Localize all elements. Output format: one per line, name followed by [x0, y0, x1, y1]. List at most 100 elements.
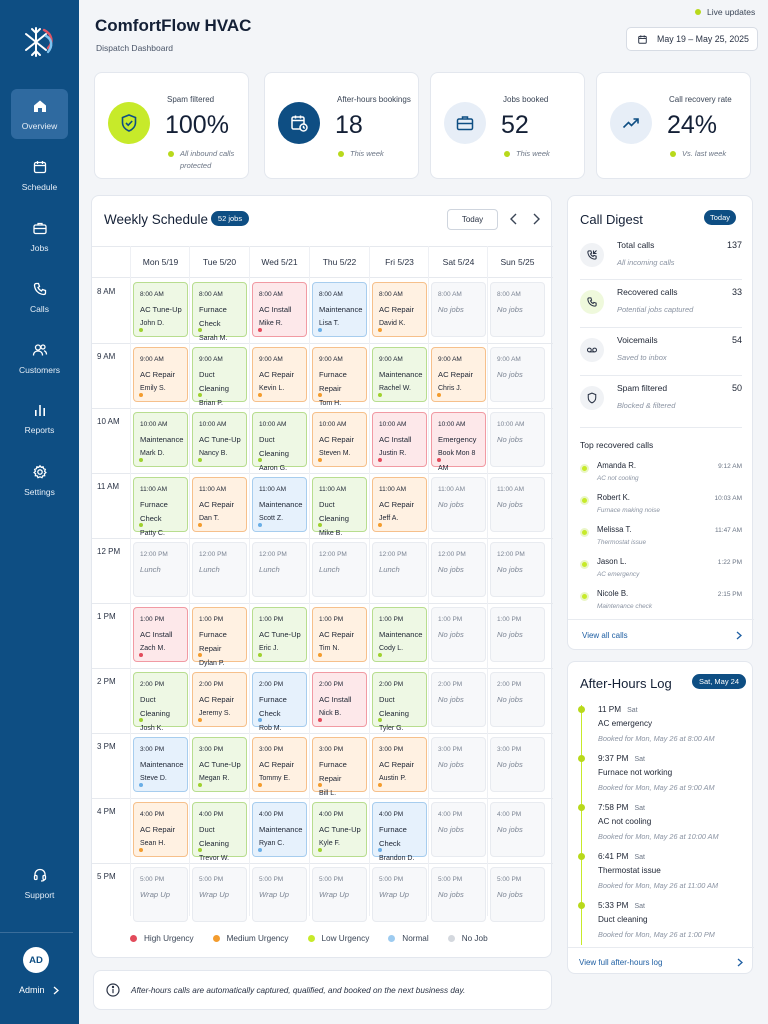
- avatar[interactable]: AD: [23, 947, 49, 973]
- next-week-icon[interactable]: [530, 212, 542, 226]
- job-slot[interactable]: 9:00 AM Duct Cleaning Brian P.: [192, 347, 247, 407]
- empty-slot[interactable]: 5:00 PM No jobs: [490, 867, 545, 922]
- user-menu[interactable]: Admin: [19, 985, 59, 995]
- nav-calls[interactable]: Calls: [11, 272, 68, 322]
- job-slot[interactable]: 1:00 PM AC Tune-Up Eric J.: [252, 607, 307, 662]
- urgency-dot: [258, 523, 262, 527]
- job-slot[interactable]: 11:00 AM AC Repair Jeff A.: [372, 477, 427, 532]
- job-slot[interactable]: 4:00 PM Duct Cleaning Trevor W.: [192, 802, 247, 862]
- empty-slot[interactable]: 5:00 PM Wrap Up: [252, 867, 307, 922]
- job-slot[interactable]: 4:00 PM Maintenance Ryan C.: [252, 802, 307, 857]
- empty-slot[interactable]: 10:00 AM No jobs: [490, 412, 545, 467]
- empty-slot[interactable]: 5:00 PM No jobs: [431, 867, 486, 922]
- nav-support[interactable]: Support: [11, 858, 68, 908]
- job-slot[interactable]: 11:00 AM Maintenance Scott Z.: [252, 477, 307, 532]
- empty-slot[interactable]: 1:00 PM No jobs: [431, 607, 486, 662]
- job-slot[interactable]: 1:00 PM Maintenance Cody L.: [372, 607, 427, 662]
- empty-slot[interactable]: 12:00 PM Lunch: [192, 542, 247, 597]
- nav-settings[interactable]: Settings: [11, 455, 68, 505]
- empty-slot[interactable]: 2:00 PM No jobs: [490, 672, 545, 727]
- job-slot[interactable]: 1:00 PM Furnace Repair Dylan P.: [192, 607, 247, 667]
- job-slot[interactable]: 4:00 PM AC Tune-Up Kyle F.: [312, 802, 367, 857]
- job-slot[interactable]: 11:00 AM Duct Cleaning Mike B.: [312, 477, 367, 537]
- job-slot[interactable]: 9:00 AM Maintenance Rachel W.: [372, 347, 427, 402]
- job-slot[interactable]: 8:00 AM AC Tune-Up John D.: [133, 282, 188, 337]
- empty-slot[interactable]: 12:00 PM Lunch: [252, 542, 307, 597]
- recovered-call-item[interactable]: Melissa T. Thermostat issue 11:47 AM: [580, 525, 742, 555]
- empty-slot[interactable]: 3:00 PM No jobs: [431, 737, 486, 792]
- nav-schedule[interactable]: Schedule: [11, 150, 68, 200]
- job-slot[interactable]: 2:00 PM Furnace Check Rob M.: [252, 672, 307, 732]
- job-slot[interactable]: 9:00 AM AC Repair Chris J.: [431, 347, 486, 402]
- job-slot[interactable]: 8:00 AM Maintenance Lisa T.: [312, 282, 367, 337]
- job-slot[interactable]: 8:00 AM AC Install Mike R.: [252, 282, 307, 337]
- nav-reports[interactable]: Reports: [11, 393, 68, 443]
- job-slot[interactable]: 2:00 PM Duct Cleaning Josh K.: [133, 672, 188, 732]
- job-slot[interactable]: 3:00 PM AC Repair Austin P.: [372, 737, 427, 792]
- job-slot[interactable]: 9:00 AM AC Repair Emily S.: [133, 347, 188, 402]
- empty-slot[interactable]: 4:00 PM No jobs: [431, 802, 486, 857]
- empty-slot[interactable]: 4:00 PM No jobs: [490, 802, 545, 857]
- job-slot[interactable]: 3:00 PM AC Tune-Up Megan R.: [192, 737, 247, 792]
- job-slot[interactable]: 8:00 AM Furnace Check Sarah M.: [192, 282, 247, 342]
- job-slot[interactable]: 10:00 AM AC Tune-Up Nancy B.: [192, 412, 247, 467]
- empty-slot[interactable]: 12:00 PM No jobs: [431, 542, 486, 597]
- job-slot[interactable]: 10:00 AM Duct Cleaning Aaron G.: [252, 412, 307, 472]
- empty-slot[interactable]: 1:00 PM No jobs: [490, 607, 545, 662]
- empty-slot[interactable]: 5:00 PM Wrap Up: [133, 867, 188, 922]
- empty-slot[interactable]: 8:00 AM No jobs: [431, 282, 486, 337]
- view-all-calls-link[interactable]: View all calls: [582, 631, 742, 640]
- empty-slot[interactable]: 8:00 AM No jobs: [490, 282, 545, 337]
- stat-label: Spam filtered: [167, 95, 215, 104]
- job-slot[interactable]: 11:00 AM Furnace Check Patty C.: [133, 477, 188, 537]
- empty-slot[interactable]: 11:00 AM No jobs: [431, 477, 486, 532]
- job-slot[interactable]: 3:00 PM Furnace Repair Bill L.: [312, 737, 367, 797]
- job-slot[interactable]: 4:00 PM AC Repair Sean H.: [133, 802, 188, 857]
- job-slot[interactable]: 2:00 PM AC Install Nick B.: [312, 672, 367, 727]
- slot-service: No jobs: [438, 824, 464, 834]
- empty-slot[interactable]: 12:00 PM No jobs: [490, 542, 545, 597]
- nav-customers[interactable]: Customers: [11, 333, 68, 383]
- digest-row[interactable]: Total calls All incoming calls 137: [580, 240, 742, 284]
- empty-slot[interactable]: 2:00 PM No jobs: [431, 672, 486, 727]
- job-slot[interactable]: 9:00 AM AC Repair Kevin L.: [252, 347, 307, 402]
- empty-slot[interactable]: 12:00 PM Lunch: [133, 542, 188, 597]
- prev-week-icon[interactable]: [508, 212, 520, 226]
- digest-row[interactable]: Recovered calls Potential jobs captured 3…: [580, 287, 742, 331]
- date-range-picker[interactable]: May 19 – May 25, 2025: [626, 27, 758, 51]
- empty-slot[interactable]: 12:00 PM Lunch: [312, 542, 367, 597]
- today-button[interactable]: Today: [447, 209, 498, 230]
- job-slot[interactable]: 10:00 AM AC Repair Steven M.: [312, 412, 367, 467]
- digest-row[interactable]: Spam filtered Blocked & filtered 50: [580, 383, 742, 427]
- empty-slot[interactable]: 12:00 PM Lunch: [372, 542, 427, 597]
- digest-row[interactable]: Voicemails Saved to inbox 54: [580, 335, 742, 379]
- nav-overview[interactable]: Overview: [11, 89, 68, 139]
- job-slot[interactable]: 10:00 AM AC Install Justin R.: [372, 412, 427, 467]
- job-slot[interactable]: 3:00 PM Maintenance Steve D.: [133, 737, 188, 792]
- job-slot[interactable]: 1:00 PM AC Install Zach M.: [133, 607, 188, 662]
- recovered-call-item[interactable]: Jason L. AC emergency 1:22 PM: [580, 557, 742, 587]
- event-booking: Booked for Mon, May 26 at 1:00 PM: [598, 930, 715, 939]
- job-slot[interactable]: 10:00 AM Maintenance Mark D.: [133, 412, 188, 467]
- empty-slot[interactable]: 5:00 PM Wrap Up: [372, 867, 427, 922]
- recovered-call-item[interactable]: Amanda R. AC not cooling 9:12 AM: [580, 461, 742, 491]
- job-slot[interactable]: 8:00 AM AC Repair David K.: [372, 282, 427, 337]
- job-slot[interactable]: 9:00 AM Furnace Repair Tom H.: [312, 347, 367, 407]
- view-after-hours-link[interactable]: View full after-hours log: [579, 958, 743, 967]
- job-slot[interactable]: 2:00 PM Duct Cleaning Tyler G.: [372, 672, 427, 732]
- job-slot[interactable]: 4:00 PM Furnace Check Brandon D.: [372, 802, 427, 862]
- recovered-call-item[interactable]: Robert K. Furnace making noise 10:03 AM: [580, 493, 742, 523]
- job-slot[interactable]: 11:00 AM AC Repair Dan T.: [192, 477, 247, 532]
- job-slot[interactable]: 1:00 PM AC Repair Tim N.: [312, 607, 367, 662]
- empty-slot[interactable]: 5:00 PM Wrap Up: [192, 867, 247, 922]
- empty-slot[interactable]: 9:00 AM No jobs: [490, 347, 545, 402]
- status-dot: [580, 528, 589, 537]
- empty-slot[interactable]: 11:00 AM No jobs: [490, 477, 545, 532]
- job-slot[interactable]: 2:00 PM AC Repair Jeremy S.: [192, 672, 247, 727]
- recovered-call-item[interactable]: Nicole B. Maintenance check 2:15 PM: [580, 589, 742, 619]
- job-slot[interactable]: 10:00 AM Emergency Book Mon 8 AM: [431, 412, 486, 472]
- empty-slot[interactable]: 5:00 PM Wrap Up: [312, 867, 367, 922]
- nav-jobs[interactable]: Jobs: [11, 211, 68, 261]
- empty-slot[interactable]: 3:00 PM No jobs: [490, 737, 545, 792]
- job-slot[interactable]: 3:00 PM AC Repair Tommy E.: [252, 737, 307, 792]
